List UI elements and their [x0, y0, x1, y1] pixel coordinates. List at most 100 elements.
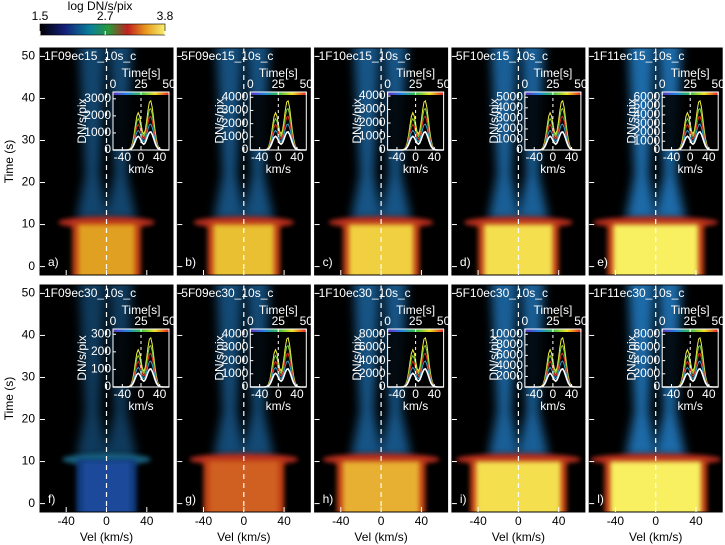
x-tick-label: -40	[332, 514, 350, 528]
panel-title: 1F09ec30_10s_c	[44, 286, 136, 300]
inset-x-tick-label: -40	[114, 387, 132, 401]
inset-x-tick-label: -40	[663, 150, 681, 164]
x-axis-label: Vel (km/s)	[492, 530, 545, 544]
inset-top-tick-label: 25	[546, 314, 560, 328]
inset: -40 0 400 25 500100020003000Time[s]km/sDN/s/…	[75, 66, 176, 176]
inset-top-tick-label: 25	[684, 314, 698, 328]
panel-label: c)	[323, 255, 333, 269]
inset-top-tick-label: 0	[384, 77, 391, 91]
panel-title: 1F10ec30_10s_c	[319, 286, 411, 300]
inset-x-tick-label: 40	[428, 387, 442, 401]
inset-top-label: Time[s]	[122, 66, 161, 80]
heatmap	[314, 48, 448, 275]
inset-y-tick-label: 0	[516, 379, 523, 393]
panel-title: 1F11ec30_10s_c	[593, 286, 684, 300]
panel-label: g)	[185, 492, 196, 506]
panel-label: d)	[460, 255, 471, 269]
inset-y-tick-label: 3000	[84, 91, 111, 105]
inset-top-tick-label: 50	[574, 314, 588, 328]
inset-y-tick-label: 6000	[359, 340, 386, 354]
y-tick-label: 10	[22, 454, 36, 468]
inset-x-label: km/s	[540, 162, 565, 176]
panel-label: e)	[597, 255, 608, 269]
inset-x-tick-label: 40	[290, 387, 304, 401]
panel-title: 5F09ec15_10s_c	[181, 49, 273, 63]
inset-y-label: DN/s/pix	[487, 98, 501, 143]
inset-top-label: Time[s]	[671, 66, 710, 80]
inset-x-tick-label: -40	[526, 387, 544, 401]
inset-y-tick-label: 100	[91, 362, 111, 376]
y-axis-label: Time (s)	[2, 377, 16, 421]
inset-x-label: km/s	[128, 399, 153, 413]
panel-title: 1F10ec15_10s_c	[319, 49, 411, 63]
heatmap	[177, 285, 311, 512]
inset-top-tick-label: 50	[574, 77, 588, 91]
x-tick-label: 0	[240, 514, 247, 528]
inset-y-tick-label: 2000	[633, 125, 660, 139]
inset-x-label: km/s	[403, 162, 428, 176]
x-tick-label: 0	[652, 514, 659, 528]
inset-x-tick-label: 0	[412, 150, 419, 164]
inset-x-label: km/s	[540, 399, 565, 413]
inset-y-tick-label: 0	[242, 142, 249, 156]
inset-x-tick-label: 0	[550, 387, 557, 401]
inset-top-tick-label: 50	[162, 314, 176, 328]
panel-title: 1F09ec15_10s_c	[44, 49, 136, 63]
x-tick-label: -40	[607, 514, 625, 528]
inset-top-label: Time[s]	[259, 303, 298, 317]
inset-y-label: DN/s/pix	[75, 98, 89, 143]
inset-y-tick-label: 0	[654, 379, 661, 393]
panel: 5F10ec15_10s_cd)-40 0 400 25 500100020003000…	[451, 47, 588, 276]
inset-top-label: Time[s]	[396, 303, 435, 317]
x-tick-label: 40	[552, 514, 566, 528]
inset-x-tick-label: -40	[663, 387, 681, 401]
inset-y-tick-label: 2000	[496, 369, 523, 383]
inset-top-tick-label: 0	[247, 314, 254, 328]
inset-y-tick-label: 2000	[222, 353, 249, 367]
panel-label: f)	[48, 492, 55, 506]
plume	[350, 285, 384, 458]
heatmap	[314, 285, 448, 512]
plume	[488, 285, 521, 458]
inset-y-tick-label: 2000	[359, 366, 386, 380]
inset-x-label: km/s	[266, 399, 291, 413]
panel-label: b)	[185, 255, 196, 269]
panel: 5F09ec15_10s_cb)-40 0 400 25 500100020003000…	[176, 47, 313, 276]
inset-y-tick-label: 4000	[222, 326, 249, 340]
inset-top-tick-label: 50	[162, 77, 176, 91]
inset-y-tick-label: 0	[379, 379, 386, 393]
inset-top-tick-label: 25	[409, 77, 423, 91]
x-axis-label: Vel (km/s)	[629, 530, 682, 544]
inset-y-tick-label: 3000	[222, 103, 249, 117]
inset: -40 0 400 25 50010002000300040005000Time[s]k…	[487, 66, 588, 176]
x-tick-label: 40	[415, 514, 429, 528]
inset-y-tick-label: 1000	[84, 125, 111, 139]
heatmap	[40, 48, 173, 275]
y-tick-label: 10	[22, 217, 36, 231]
inset-x-tick-label: 40	[702, 150, 716, 164]
inset-y-tick-label: 1000	[496, 132, 523, 146]
inset-x-tick-label: 40	[153, 387, 167, 401]
panel-label: i)	[460, 492, 467, 506]
inset-x-label: km/s	[266, 162, 291, 176]
inset-y-label: DN/s/pix	[624, 98, 638, 143]
inset-y-tick-label: 1000	[222, 129, 249, 143]
heatmap	[40, 285, 173, 512]
plume	[625, 48, 658, 221]
inset-y-tick-label: 200	[91, 344, 111, 358]
x-tick-label: -40	[58, 514, 76, 528]
inset-x-tick-label: 40	[290, 150, 304, 164]
x-tick-label: 40	[689, 514, 703, 528]
panel-title: 5F09ec30_10s_c	[181, 286, 273, 300]
inset-top-tick-label: 50	[300, 314, 314, 328]
inset-y-tick-label: 5000	[633, 98, 660, 112]
heatmap	[451, 48, 585, 275]
inset-top-tick-label: 50	[712, 77, 725, 91]
inset-y-label: DN/s/pix	[212, 335, 226, 380]
inset-top-label: Time[s]	[122, 303, 161, 317]
